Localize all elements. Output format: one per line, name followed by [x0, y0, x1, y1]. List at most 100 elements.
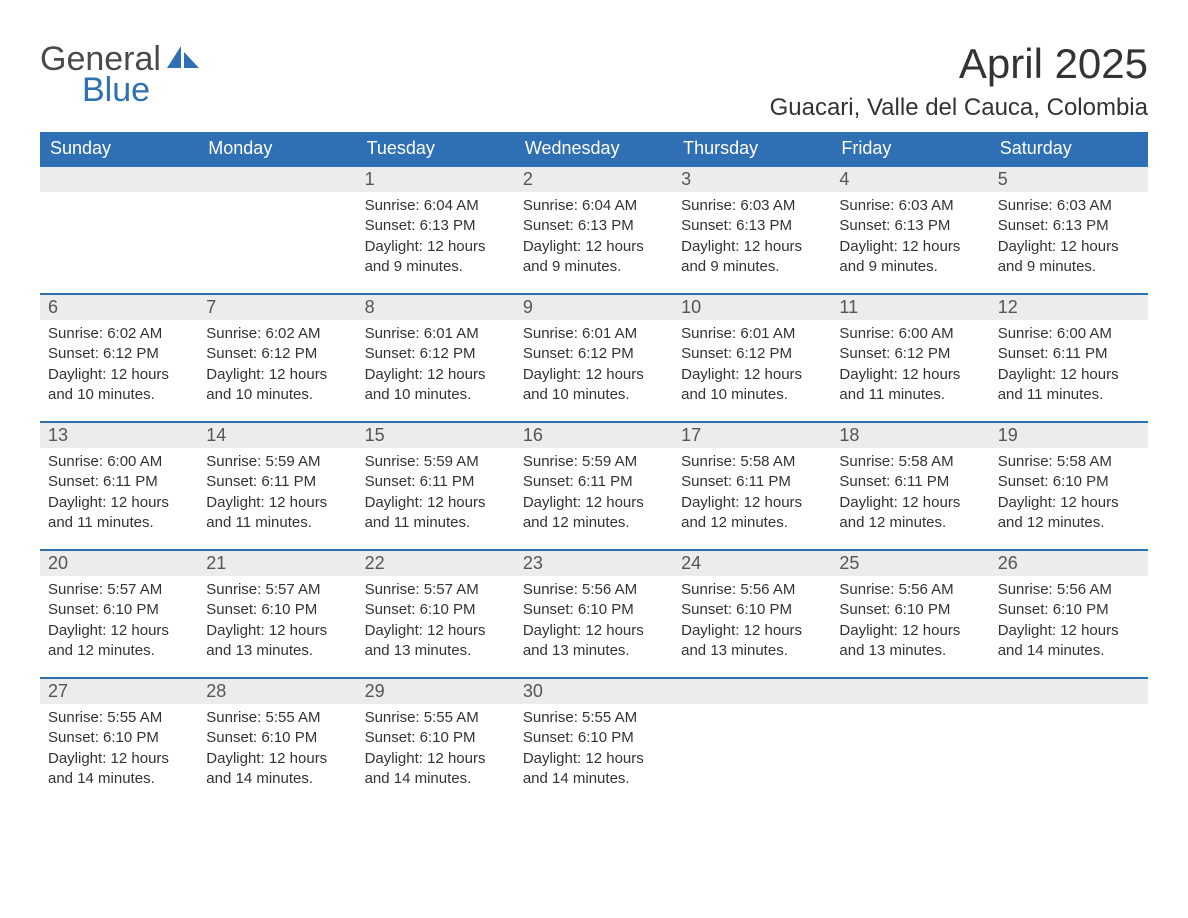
sunrise-line: Sunrise: 6:04 AM: [523, 196, 665, 216]
calendar-day: 11Sunrise: 6:00 AMSunset: 6:12 PMDayligh…: [831, 294, 989, 422]
sunrise-label: Sunrise:: [681, 453, 740, 470]
daylight-label: Daylight:: [839, 238, 902, 255]
sunset-value: 6:10 PM: [1053, 601, 1109, 618]
sunset-line: Sunset: 6:12 PM: [681, 344, 823, 364]
day-details: Sunrise: 6:00 AMSunset: 6:11 PMDaylight:…: [990, 320, 1148, 413]
daylight-line: Daylight: 12 hours and 9 minutes.: [681, 237, 823, 278]
month-title: April 2025: [770, 40, 1148, 88]
sunrise-label: Sunrise:: [48, 581, 107, 598]
day-number: 6: [40, 295, 198, 320]
day-details: [990, 704, 1148, 716]
day-number: 22: [357, 551, 515, 576]
calendar-day: 8Sunrise: 6:01 AMSunset: 6:12 PMDaylight…: [357, 294, 515, 422]
calendar-day: 19Sunrise: 5:58 AMSunset: 6:10 PMDayligh…: [990, 422, 1148, 550]
weekday-header: Thursday: [673, 132, 831, 166]
sunrise-label: Sunrise:: [998, 453, 1057, 470]
day-details: Sunrise: 6:03 AMSunset: 6:13 PMDaylight:…: [990, 192, 1148, 285]
sunset-label: Sunset:: [48, 729, 103, 746]
daylight-label: Daylight:: [48, 750, 111, 767]
day-details: Sunrise: 5:56 AMSunset: 6:10 PMDaylight:…: [673, 576, 831, 669]
daylight-line: Daylight: 12 hours and 10 minutes.: [206, 365, 348, 406]
daylight-label: Daylight:: [206, 494, 269, 511]
logo-text: General Blue: [40, 40, 161, 110]
logo-word-2: Blue: [82, 71, 161, 110]
sunrise-value: 6:01 AM: [582, 325, 637, 342]
sunset-line: Sunset: 6:10 PM: [206, 600, 348, 620]
calendar-day-empty: [990, 678, 1148, 806]
sunrise-label: Sunrise:: [48, 325, 107, 342]
day-details: Sunrise: 6:00 AMSunset: 6:11 PMDaylight:…: [40, 448, 198, 541]
day-details: [40, 192, 198, 204]
daylight-label: Daylight:: [998, 622, 1061, 639]
weekday-header: Friday: [831, 132, 989, 166]
day-number: 18: [831, 423, 989, 448]
day-details: Sunrise: 5:55 AMSunset: 6:10 PMDaylight:…: [198, 704, 356, 797]
day-number: 14: [198, 423, 356, 448]
sunset-label: Sunset:: [48, 345, 103, 362]
sunrise-value: 6:03 AM: [1057, 197, 1112, 214]
sunrise-line: Sunrise: 6:04 AM: [365, 196, 507, 216]
sunset-label: Sunset:: [523, 217, 578, 234]
calendar-day: 9Sunrise: 6:01 AMSunset: 6:12 PMDaylight…: [515, 294, 673, 422]
sunrise-line: Sunrise: 5:59 AM: [206, 452, 348, 472]
day-details: Sunrise: 5:59 AMSunset: 6:11 PMDaylight:…: [198, 448, 356, 541]
day-details: Sunrise: 6:01 AMSunset: 6:12 PMDaylight:…: [673, 320, 831, 413]
day-details: Sunrise: 6:04 AMSunset: 6:13 PMDaylight:…: [515, 192, 673, 285]
day-number: 29: [357, 679, 515, 704]
day-number: 9: [515, 295, 673, 320]
daylight-label: Daylight:: [998, 238, 1061, 255]
day-details: Sunrise: 5:57 AMSunset: 6:10 PMDaylight:…: [40, 576, 198, 669]
day-number: 8: [357, 295, 515, 320]
calendar-day: 23Sunrise: 5:56 AMSunset: 6:10 PMDayligh…: [515, 550, 673, 678]
sunset-value: 6:10 PM: [894, 601, 950, 618]
sunrise-value: 5:57 AM: [424, 581, 479, 598]
sunset-line: Sunset: 6:13 PM: [681, 216, 823, 236]
sunset-value: 6:10 PM: [578, 729, 634, 746]
sunrise-line: Sunrise: 5:59 AM: [365, 452, 507, 472]
day-details: Sunrise: 5:56 AMSunset: 6:10 PMDaylight:…: [515, 576, 673, 669]
weekday-header: Wednesday: [515, 132, 673, 166]
day-number: 10: [673, 295, 831, 320]
calendar-day: 29Sunrise: 5:55 AMSunset: 6:10 PMDayligh…: [357, 678, 515, 806]
day-number: 27: [40, 679, 198, 704]
sunset-label: Sunset:: [48, 473, 103, 490]
daylight-line: Daylight: 12 hours and 12 minutes.: [523, 493, 665, 534]
sunrise-line: Sunrise: 5:57 AM: [48, 580, 190, 600]
weekday-header: Tuesday: [357, 132, 515, 166]
day-details: Sunrise: 6:03 AMSunset: 6:13 PMDaylight:…: [673, 192, 831, 285]
sunrise-label: Sunrise:: [839, 453, 898, 470]
sunset-value: 6:10 PM: [261, 729, 317, 746]
day-number: 2: [515, 167, 673, 192]
sunset-line: Sunset: 6:11 PM: [839, 472, 981, 492]
calendar-day: 20Sunrise: 5:57 AMSunset: 6:10 PMDayligh…: [40, 550, 198, 678]
day-details: Sunrise: 6:02 AMSunset: 6:12 PMDaylight:…: [40, 320, 198, 413]
daylight-label: Daylight:: [206, 750, 269, 767]
sunrise-label: Sunrise:: [839, 325, 898, 342]
sunrise-value: 5:57 AM: [265, 581, 320, 598]
calendar-day-empty: [198, 166, 356, 294]
calendar-day: 10Sunrise: 6:01 AMSunset: 6:12 PMDayligh…: [673, 294, 831, 422]
day-number: 25: [831, 551, 989, 576]
sunrise-label: Sunrise:: [206, 709, 265, 726]
calendar-week: 1Sunrise: 6:04 AMSunset: 6:13 PMDaylight…: [40, 166, 1148, 294]
daylight-line: Daylight: 12 hours and 12 minutes.: [839, 493, 981, 534]
sunset-line: Sunset: 6:10 PM: [839, 600, 981, 620]
sunset-label: Sunset:: [365, 345, 420, 362]
day-number: 7: [198, 295, 356, 320]
calendar-day: 14Sunrise: 5:59 AMSunset: 6:11 PMDayligh…: [198, 422, 356, 550]
calendar-day-empty: [831, 678, 989, 806]
calendar-day: 1Sunrise: 6:04 AMSunset: 6:13 PMDaylight…: [357, 166, 515, 294]
sunrise-value: 6:03 AM: [740, 197, 795, 214]
calendar-day: 2Sunrise: 6:04 AMSunset: 6:13 PMDaylight…: [515, 166, 673, 294]
day-details: Sunrise: 5:59 AMSunset: 6:11 PMDaylight:…: [357, 448, 515, 541]
sunset-line: Sunset: 6:10 PM: [523, 600, 665, 620]
sunrise-value: 6:04 AM: [424, 197, 479, 214]
calendar-day: 26Sunrise: 5:56 AMSunset: 6:10 PMDayligh…: [990, 550, 1148, 678]
sunset-value: 6:11 PM: [736, 473, 791, 490]
daylight-line: Daylight: 12 hours and 13 minutes.: [365, 621, 507, 662]
sunset-value: 6:13 PM: [1053, 217, 1109, 234]
daylight-line: Daylight: 12 hours and 14 minutes.: [998, 621, 1140, 662]
calendar-day: 22Sunrise: 5:57 AMSunset: 6:10 PMDayligh…: [357, 550, 515, 678]
sunset-label: Sunset:: [523, 729, 578, 746]
sunrise-line: Sunrise: 6:02 AM: [206, 324, 348, 344]
